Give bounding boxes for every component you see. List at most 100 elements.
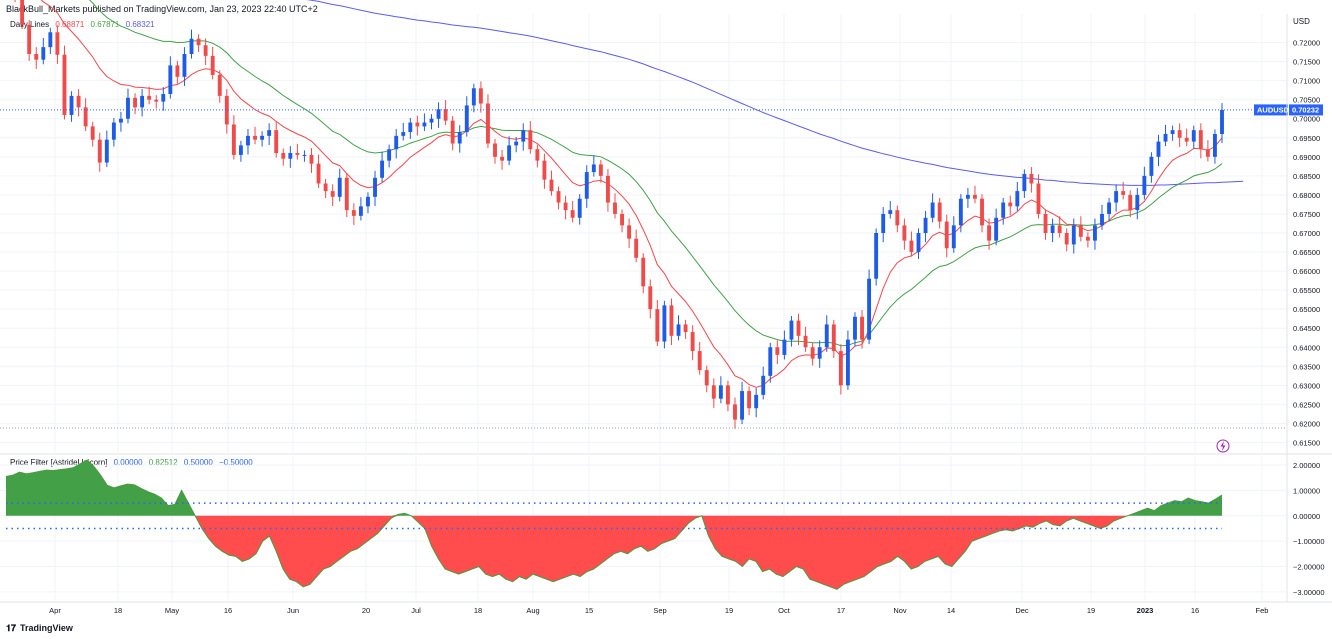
candle (471, 83, 476, 113)
candle (203, 38, 208, 66)
candle (1191, 125, 1196, 149)
candle (577, 194, 582, 225)
main-pane[interactable]: 0.72000 0.71500 0.71000 0.70500 0.70000 0.695… (0, 0, 1323, 453)
candle (655, 300, 660, 347)
candle (542, 153, 547, 189)
candle (309, 148, 314, 173)
candle (838, 344, 843, 395)
candle (83, 98, 88, 131)
sub-y-tick-label: 0.00000 (1293, 512, 1320, 521)
symbol-label: AUDUSD (1257, 106, 1290, 115)
candle (1050, 218, 1055, 243)
sub-indicator-legend[interactable]: Price Filter [AstrideUnicorn] 0.00000 0.… (10, 458, 257, 467)
main-y-tick-label: 0.69500 (1293, 134, 1320, 143)
candle (281, 148, 286, 166)
candle (768, 342, 773, 383)
candle (951, 216, 956, 253)
main-y-tick-label: 0.64500 (1293, 324, 1320, 333)
main-grid (0, 14, 1287, 452)
footer-brand[interactable]: 𝟏𝟕 TradingView (6, 623, 73, 634)
candle (923, 210, 928, 243)
candle (394, 129, 399, 159)
candle (958, 194, 963, 233)
main-y-tick-label: 0.67000 (1293, 229, 1320, 238)
candle (598, 159, 603, 183)
candle (634, 229, 639, 263)
candle (782, 330, 787, 360)
candle (1128, 190, 1133, 218)
candle (1057, 216, 1062, 238)
sub-indicator-value-3: −0.50000 (219, 458, 253, 467)
sub-y-tick-label: −2.00000 (1293, 563, 1325, 572)
time-tick-label: 16 (1191, 606, 1199, 615)
time-tick-label: 15 (585, 606, 593, 615)
candle (831, 319, 836, 358)
candle (1220, 103, 1224, 144)
candle (189, 29, 194, 59)
candle (1078, 216, 1083, 242)
candle (669, 298, 674, 345)
time-tick-label: Sep (653, 606, 666, 615)
candle (238, 140, 243, 162)
candle (507, 136, 512, 166)
candle (493, 138, 497, 164)
time-tick-label: 19 (1087, 606, 1095, 615)
main-y-tick-label: 0.70000 (1293, 115, 1320, 124)
time-axis[interactable]: Apr 18 May 16 Jun 20 Jul 18 Aug 15 Sep 19 Oct 17 Nov 14… (49, 606, 1268, 615)
candle (34, 47, 39, 69)
candle (1100, 204, 1104, 230)
last-price-tag-bg (1289, 104, 1323, 116)
candle (881, 207, 886, 243)
time-tick-label: 20 (362, 606, 370, 615)
main-indicator-value-blue: 0.68321 (125, 20, 155, 29)
candle (641, 253, 646, 294)
candle (486, 94, 490, 149)
candle (888, 201, 893, 219)
main-y-tick-label: 0.67500 (1293, 210, 1320, 219)
candle (295, 143, 300, 160)
candle (217, 70, 222, 103)
main-indicator-value-green: 0.67871 (90, 20, 120, 29)
candle (796, 313, 801, 345)
candle (1170, 125, 1175, 141)
candle (443, 100, 448, 126)
candle (860, 309, 864, 349)
sub-pane[interactable]: 2.00000 1.00000 0.00000 −1.00000 −2.00000 −3.… (0, 456, 1325, 602)
candle (620, 209, 624, 233)
candle (853, 312, 857, 347)
candle (1001, 197, 1006, 225)
candle (895, 205, 900, 233)
candle (1121, 181, 1126, 200)
main-y-tick-label: 0.64000 (1293, 343, 1320, 352)
time-tick-label: 16 (224, 606, 232, 615)
candle (584, 165, 589, 208)
main-y-tick-label: 0.63000 (1293, 381, 1320, 390)
sub-price-axis[interactable]: 2.00000 1.00000 0.00000 −1.00000 −2.00000 −3.… (1293, 461, 1325, 597)
price-filter-area (5, 459, 1223, 590)
candle (549, 170, 554, 196)
candle (1114, 184, 1119, 212)
tradingview-logo-icon: 𝟏𝟕 (6, 623, 17, 633)
main-y-tick-label: 0.66000 (1293, 267, 1320, 276)
sub-y-tick-label: 1.00000 (1293, 486, 1320, 495)
candle (161, 87, 166, 111)
candle (874, 228, 879, 286)
main-y-tick-label: 0.65000 (1293, 305, 1320, 314)
main-y-tick-label: 0.72000 (1293, 39, 1320, 48)
candle (415, 115, 420, 136)
candle (366, 192, 370, 214)
candle (373, 170, 377, 206)
candle (563, 195, 568, 220)
chart-svg[interactable]: 0.72000 0.71500 0.71000 0.70500 0.70000 0.695… (0, 0, 1332, 622)
candle (845, 330, 850, 390)
candle (210, 46, 215, 80)
candle (606, 169, 610, 212)
moving-average-lines (40, 0, 1244, 388)
main-price-axis[interactable]: 0.72000 0.71500 0.71000 0.70500 0.70000 0.695… (1293, 39, 1320, 448)
time-tick-label: May (165, 606, 179, 615)
candle (867, 269, 872, 345)
time-tick-label: 17 (837, 606, 845, 615)
main-y-tick-label: 0.65500 (1293, 286, 1320, 295)
candle (126, 88, 130, 124)
lightning-icon[interactable] (1216, 439, 1230, 453)
